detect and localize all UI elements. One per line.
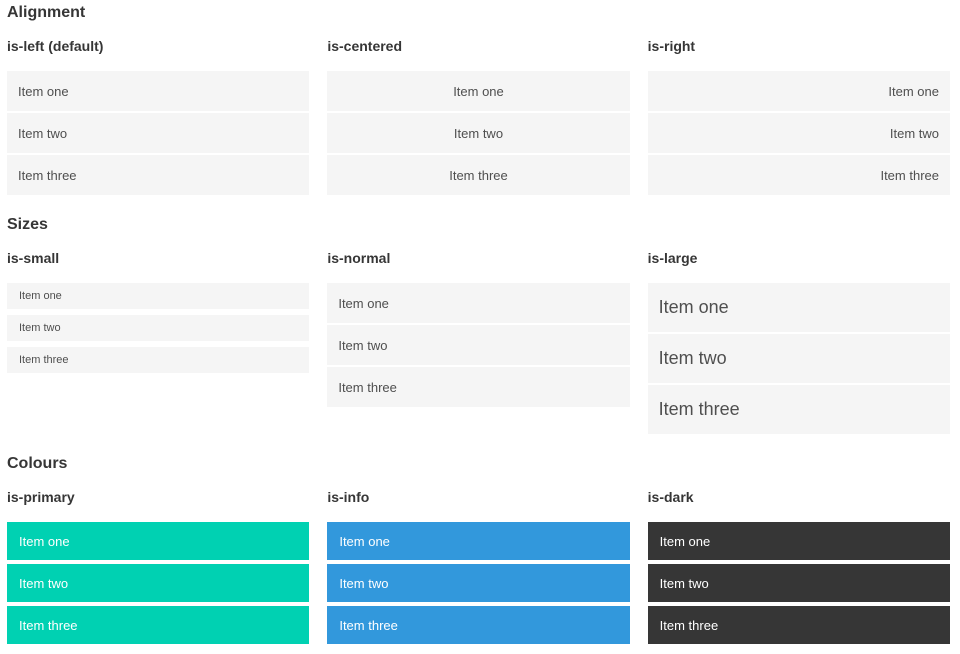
column-is-right: is-right Item one Item two Item three [647,37,950,195]
list-item: Item one [327,283,630,323]
list-item: Item three [7,606,310,644]
columns-row: is-primary Item one Item two Item three … [7,488,950,644]
list-item: Item three [7,347,310,373]
list-item: Item two [327,113,630,153]
column-is-small: is-small Item one Item two Item three [7,249,310,434]
list-item: Item one [7,283,310,309]
column-is-dark: is-dark Item one Item two Item three [647,488,950,644]
list-item: Item three [647,385,950,434]
columns-row: is-left (default) Item one Item two Item… [7,37,950,195]
block-list: Item one Item two Item three [7,522,310,644]
block-list: Item one Item two Item three [327,522,630,644]
list-item: Item three [647,155,950,195]
block-list: Item one Item two Item three [647,283,950,434]
list-item: Item one [647,283,950,332]
list-item: Item two [7,113,310,153]
section-colours: Colours is-primary Item one Item two Ite… [7,454,950,644]
section-title: Alignment [7,4,86,21]
column-is-left-default: is-left (default) Item one Item two Item… [7,37,310,195]
block-list: Item one Item two Item three [647,71,950,195]
section-title: Colours [7,455,68,472]
column-is-primary: is-primary Item one Item two Item three [7,488,310,644]
block-list: Item one Item two Item three [7,71,310,195]
list-item: Item one [647,71,950,111]
list-item: Item three [647,606,950,644]
list-item: Item three [7,155,310,195]
column-header: is-small [7,250,60,266]
column-header: is-normal [327,250,391,266]
list-item: Item one [7,71,310,111]
section-title: Sizes [7,216,48,233]
column-header: is-left (default) [7,38,104,54]
list-item: Item one [647,522,950,560]
block-list: Item one Item two Item three [327,71,630,195]
list-item: Item three [327,155,630,195]
list-item: Item two [327,325,630,365]
column-is-normal: is-normal Item one Item two Item three [327,249,630,434]
list-item: Item one [327,522,630,560]
column-header: is-right [647,38,696,54]
list-item: Item two [647,564,950,602]
column-header: is-centered [327,38,403,54]
column-is-info: is-info Item one Item two Item three [327,488,630,644]
list-item: Item two [327,564,630,602]
block-list: Item one Item two Item three [647,522,950,644]
column-is-centered: is-centered Item one Item two Item three [327,37,630,195]
column-header: is-large [647,250,698,266]
list-item: Item one [327,71,630,111]
list-item: Item three [327,606,630,644]
block-list: Item one Item two Item three [327,283,630,407]
section-sizes: Sizes is-small Item one Item two Item th… [7,215,950,434]
section-alignment: Alignment is-left (default) Item one Ite… [7,3,950,195]
list-item: Item two [647,113,950,153]
column-header: is-dark [647,489,694,505]
list-item: Item one [7,522,310,560]
block-list: Item one Item two Item three [7,283,310,373]
column-is-large: is-large Item one Item two Item three [647,249,950,434]
list-item: Item two [7,564,310,602]
list-item: Item three [327,367,630,407]
list-item: Item two [647,334,950,383]
column-header: is-primary [7,489,75,505]
list-item: Item two [7,315,310,341]
columns-row: is-small Item one Item two Item three is… [7,249,950,434]
column-header: is-info [327,489,370,505]
